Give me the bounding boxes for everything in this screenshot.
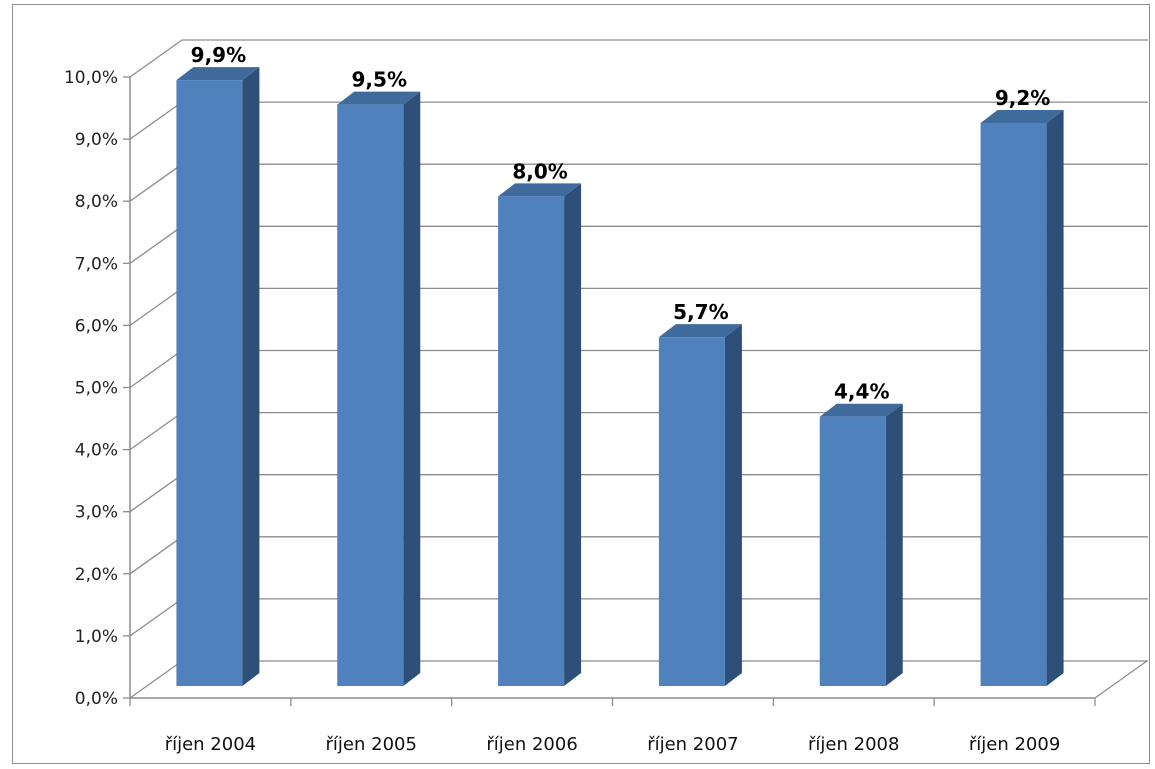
gridline-diagonal bbox=[129, 287, 183, 326]
gridline-diagonal bbox=[129, 474, 183, 513]
bars bbox=[176, 67, 1064, 687]
x-tick-label: říjen 2006 bbox=[486, 734, 577, 755]
bar-top bbox=[337, 91, 421, 105]
bar-side bbox=[885, 403, 903, 686]
chart-frame: 0,0% 1,0% 2,0% 3,0% 4,0% 5,0% 6,0% 7,0% 8,0% 9,0%… bbox=[12, 4, 1150, 764]
bar-front bbox=[337, 104, 404, 687]
bar-top bbox=[819, 403, 903, 417]
gridline-diagonal bbox=[129, 101, 183, 140]
bar-front bbox=[658, 337, 725, 686]
axes: 0,0% 1,0% 2,0% 3,0% 4,0% 5,0% 6,0% 7,0% 8,0% 9,0%… bbox=[64, 68, 1096, 755]
bar-side bbox=[564, 183, 582, 686]
bar-top bbox=[980, 109, 1064, 123]
bar bbox=[819, 403, 903, 686]
floor-edge bbox=[1094, 660, 1148, 699]
y-tick-label: 8,0% bbox=[75, 192, 118, 212]
bar-front bbox=[980, 122, 1047, 686]
gridline-diagonal bbox=[129, 412, 183, 451]
data-label: 9,2% bbox=[995, 86, 1050, 110]
bar-side bbox=[1046, 109, 1064, 686]
bar bbox=[176, 67, 260, 687]
y-tick-label: 3,0% bbox=[75, 503, 118, 523]
x-tick-label: říjen 2008 bbox=[808, 734, 899, 755]
bar-top bbox=[658, 324, 742, 338]
bar bbox=[337, 91, 421, 687]
x-tick-label: říjen 2005 bbox=[326, 734, 417, 755]
bar-front bbox=[176, 80, 243, 687]
y-tick-label: 7,0% bbox=[75, 254, 118, 274]
gridline-diagonal bbox=[129, 660, 183, 699]
data-label: 8,0% bbox=[512, 159, 567, 183]
gridline-diagonal bbox=[129, 39, 183, 78]
gridline-diagonal bbox=[129, 598, 183, 637]
x-tick-label: říjen 2009 bbox=[969, 734, 1060, 755]
bar-side bbox=[242, 67, 260, 687]
y-tick-label: 4,0% bbox=[75, 441, 118, 461]
data-label: 9,5% bbox=[352, 68, 407, 92]
gridline-diagonal bbox=[129, 225, 183, 264]
y-tick-label: 9,0% bbox=[75, 130, 118, 150]
bar bbox=[658, 324, 742, 686]
y-tick-label: 1,0% bbox=[75, 627, 118, 647]
y-tick-label: 6,0% bbox=[75, 316, 118, 336]
data-label: 5,7% bbox=[673, 300, 728, 324]
bar bbox=[498, 183, 582, 686]
x-tick-label: říjen 2007 bbox=[647, 734, 738, 755]
bar-top bbox=[498, 183, 582, 197]
gridline-diagonal bbox=[129, 163, 183, 202]
y-tick-label: 10,0% bbox=[64, 68, 118, 88]
data-labels: 9,9% 9,5% 8,0% 5,7% 4,4% 9,2% bbox=[191, 43, 1051, 404]
bar-top bbox=[176, 67, 260, 81]
y-tick-label: 2,0% bbox=[75, 565, 118, 585]
y-tick-label: 0,0% bbox=[75, 689, 118, 709]
bar-side bbox=[724, 324, 742, 686]
gridline-diagonal bbox=[129, 349, 183, 389]
gridline-diagonal bbox=[129, 536, 183, 575]
bar bbox=[980, 109, 1064, 686]
x-tick-label: říjen 2004 bbox=[165, 734, 256, 755]
bar-front bbox=[498, 196, 565, 686]
data-label: 4,4% bbox=[834, 380, 889, 404]
bar-front bbox=[819, 416, 886, 686]
bar-side bbox=[403, 91, 421, 687]
y-tick-label: 5,0% bbox=[75, 379, 118, 399]
data-label: 9,9% bbox=[191, 43, 246, 67]
